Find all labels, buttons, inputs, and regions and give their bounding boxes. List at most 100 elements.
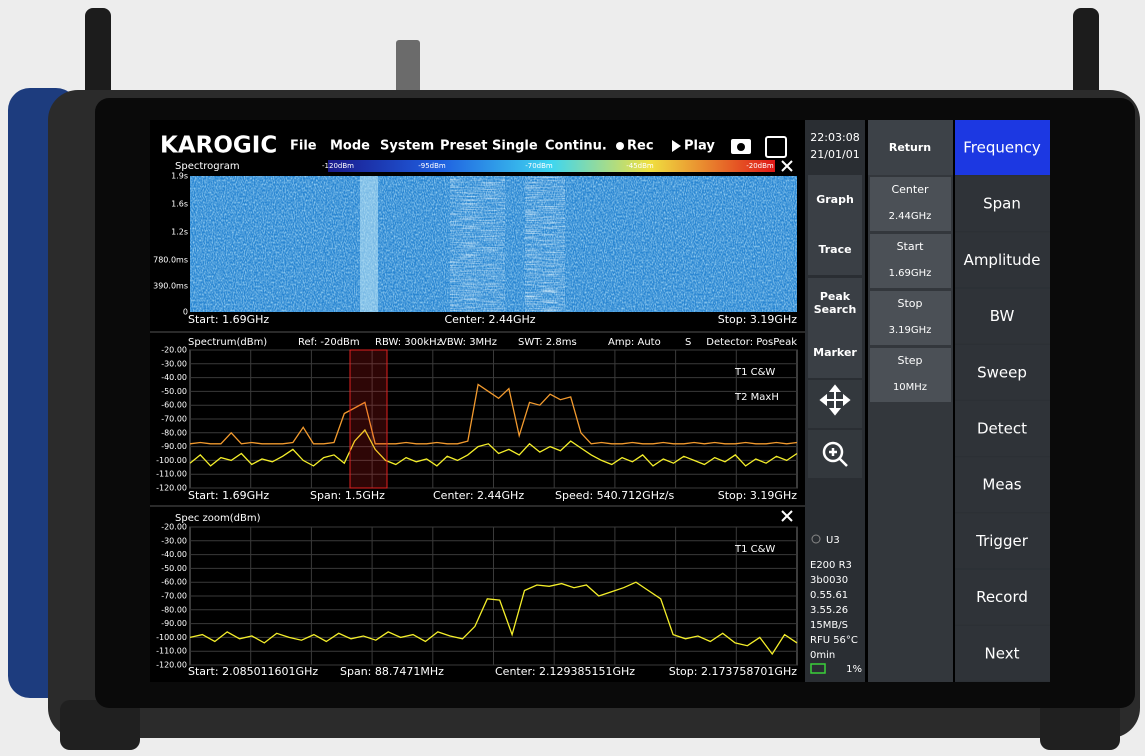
- y-tick-label: -120.00: [156, 661, 187, 670]
- sweep-setting: SWT: 2.8ms: [518, 337, 577, 348]
- axis-footer: Span: 88.7471MHz: [340, 665, 444, 678]
- play-button[interactable]: Play: [684, 139, 715, 154]
- y-tick-label: -50.00: [161, 387, 187, 396]
- time-label: 390.0ms: [153, 282, 188, 291]
- y-tick-label: -50.00: [161, 564, 187, 573]
- y-tick-label: -100.00: [156, 456, 187, 465]
- time-label: 780.0ms: [153, 256, 188, 265]
- tool-label: Marker: [813, 346, 857, 359]
- legend-entry: T1 C&W: [734, 367, 775, 378]
- menu-label: BW: [990, 307, 1015, 325]
- y-tick-label: -20.00: [161, 346, 187, 355]
- menu-item[interactable]: Mode: [330, 139, 370, 154]
- port-label: U3: [826, 535, 840, 546]
- tool-button[interactable]: [808, 430, 862, 478]
- sweep-setting: VBW: 3MHz: [440, 337, 497, 348]
- y-tick-label: -70.00: [161, 592, 187, 601]
- chart-title: Spec zoom(dBm): [175, 513, 261, 524]
- param-label: Step: [897, 354, 922, 367]
- return-button: Return: [889, 141, 931, 154]
- y-tick-label: -40.00: [161, 373, 187, 382]
- y-tick-label: -90.00: [161, 442, 187, 451]
- tool-label: Peak: [820, 290, 851, 303]
- panel-title: Spectrogram: [175, 161, 240, 172]
- scale-label: -120dBm: [322, 162, 354, 170]
- axis-footer: Start: 1.69GHz: [188, 489, 269, 502]
- tool-label: Graph: [816, 193, 854, 206]
- y-tick-label: -100.00: [156, 633, 187, 642]
- clock-time: 22:03:08: [810, 131, 859, 144]
- y-tick-label: -30.00: [161, 536, 187, 545]
- menu-label: Amplitude: [964, 251, 1041, 269]
- y-tick-label: -60.00: [161, 578, 187, 587]
- menu-item[interactable]: Continu.: [545, 139, 607, 154]
- axis-footer: Center: 2.44GHz: [433, 489, 524, 502]
- menu-label: Detect: [977, 420, 1027, 438]
- y-tick-label: -110.00: [156, 647, 187, 656]
- param-value: 1.69GHz: [889, 268, 932, 279]
- menu-label: Meas: [982, 476, 1021, 494]
- scale-label: -45dBm: [626, 162, 654, 170]
- device-info: 0min: [810, 650, 835, 661]
- device-info: 3b0030: [810, 575, 848, 586]
- axis-footer: Span: 1.5GHz: [310, 489, 385, 502]
- sweep-indicator: S: [685, 337, 691, 348]
- device-info: 15MB/S: [810, 620, 848, 631]
- menu-label: Sweep: [977, 363, 1027, 381]
- clock-date: 21/01/01: [810, 148, 859, 161]
- device-info: 3.55.26: [810, 605, 848, 616]
- param-label: Stop: [897, 297, 922, 310]
- axis-footer: Stop: 3.19GHz: [718, 313, 797, 326]
- time-label: 1.6s: [171, 200, 188, 209]
- axis-footer: Start: 1.69GHz: [188, 313, 269, 326]
- chart-title: Spectrum(dBm): [188, 337, 267, 348]
- scale-label: -95dBm: [418, 162, 446, 170]
- y-tick-label: -110.00: [156, 470, 187, 479]
- menu-item[interactable]: System: [380, 139, 434, 154]
- spectrogram-stripe: [450, 176, 505, 312]
- legend-entry: T2 MaxH: [734, 392, 779, 403]
- param-value: 2.44GHz: [889, 211, 932, 222]
- param-value: 10MHz: [893, 382, 927, 393]
- time-label: 1.9s: [171, 172, 188, 181]
- camera-lens: [737, 143, 745, 151]
- y-tick-label: -70.00: [161, 415, 187, 424]
- y-tick-label: -60.00: [161, 401, 187, 410]
- y-tick-label: -120.00: [156, 484, 187, 493]
- axis-footer: Stop: 2.173758701GHz: [669, 665, 797, 678]
- sweep-setting: Amp: Auto: [608, 337, 661, 348]
- y-tick-label: -40.00: [161, 550, 187, 559]
- menu-label: Span: [983, 195, 1021, 213]
- menu-label: Next: [985, 644, 1020, 662]
- param-label: Center: [891, 183, 929, 196]
- sweep-setting: RBW: 300kHz: [375, 337, 442, 348]
- spectrogram-stripe: [360, 176, 378, 312]
- axis-footer: Stop: 3.19GHz: [718, 489, 797, 502]
- logo: KAROGIC: [160, 133, 277, 159]
- record-button[interactable]: Rec: [627, 139, 654, 154]
- menu-item[interactable]: Single: [492, 139, 538, 154]
- scale-label: -70dBm: [525, 162, 553, 170]
- y-tick-label: -80.00: [161, 605, 187, 614]
- y-tick-label: -80.00: [161, 428, 187, 437]
- time-label: 1.2s: [171, 228, 188, 237]
- legend-entry: T1 C&W: [734, 544, 775, 555]
- axis-footer: Start: 2.085011601GHz: [188, 665, 318, 678]
- menu-label: Frequency: [963, 139, 1041, 157]
- scale-label: -20dBm: [746, 162, 774, 170]
- device-view: KAROGIC File Mode System Preset Single Continu…: [0, 0, 1145, 756]
- y-tick-label: -90.00: [161, 619, 187, 628]
- page: { "toolbar": {"logo": "KAROGIC", "menu":…: [0, 0, 1145, 756]
- menu-item[interactable]: Preset: [440, 139, 488, 154]
- record-dot[interactable]: [616, 142, 624, 150]
- y-tick-label: -30.00: [161, 359, 187, 368]
- menu-item[interactable]: File: [290, 139, 317, 154]
- menu-label: Record: [976, 588, 1028, 606]
- axis-footer: Center: 2.44GHz: [444, 313, 535, 326]
- device-info: E200 R3: [810, 560, 852, 571]
- device-info: 0.55.61: [810, 590, 848, 601]
- zoom-region[interactable]: [350, 350, 387, 488]
- sweep-setting: Ref: -20dBm: [298, 337, 360, 348]
- axis-footer: Speed: 540.712GHz/s: [555, 489, 674, 502]
- device-info: RFU 56°C: [810, 635, 858, 646]
